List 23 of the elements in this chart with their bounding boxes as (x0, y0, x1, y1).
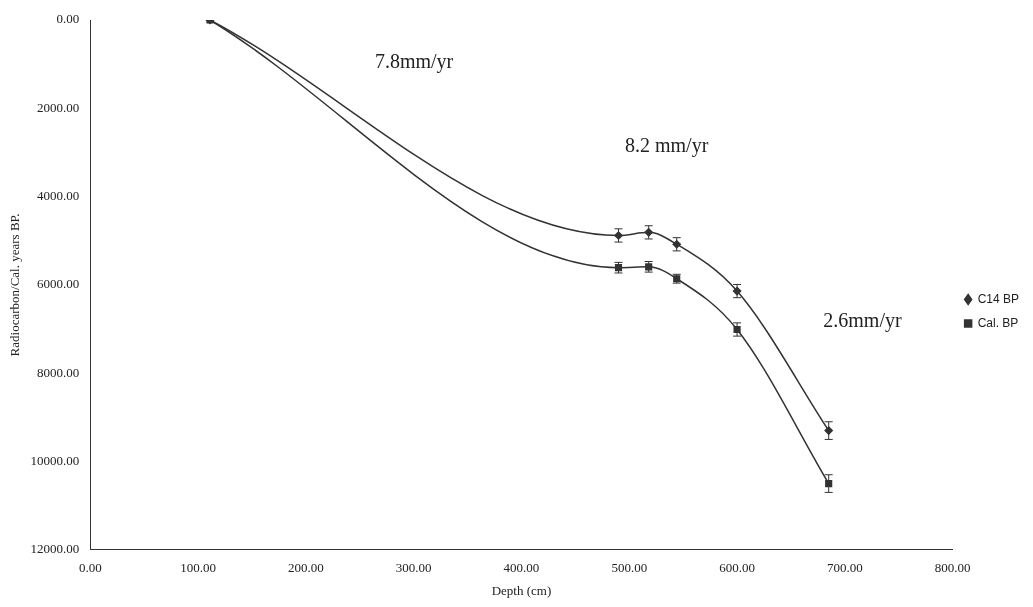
x-tick-label: 200.00 (288, 560, 324, 576)
y-tick-label: 12000.00 (30, 541, 80, 557)
x-axis-title: Depth (cm) (491, 582, 552, 598)
y-tick-label: 4000.00 (37, 188, 80, 204)
annotation: 8.2 mm/yr (624, 134, 709, 158)
y-tick-label: 8000.00 (37, 364, 80, 380)
x-tick-label: 500.00 (611, 560, 648, 576)
annotation: 2.6mm/yr (823, 309, 902, 333)
x-tick-label: 0.00 (78, 560, 102, 576)
legend-label: C14 BP (977, 291, 1019, 306)
y-tick-label: 10000.00 (30, 452, 80, 468)
annotation: 7.8mm/yr (374, 49, 454, 73)
x-tick-label: 700.00 (826, 560, 863, 576)
x-tick-label: 300.00 (395, 560, 432, 576)
y-axis-title: Radiocarbon/Cal. years BP. (7, 213, 23, 357)
x-tick-label: 600.00 (719, 560, 755, 576)
legend-label: Cal. BP (977, 315, 1019, 330)
y-tick-label: 0.00 (56, 11, 80, 27)
x-tick-label: 100.00 (180, 560, 217, 576)
y-tick-label: 2000.00 (37, 99, 80, 115)
x-tick-label: 800.00 (934, 560, 971, 576)
y-tick-label: 6000.00 (37, 276, 80, 292)
x-tick-label: 400.00 (503, 560, 540, 576)
